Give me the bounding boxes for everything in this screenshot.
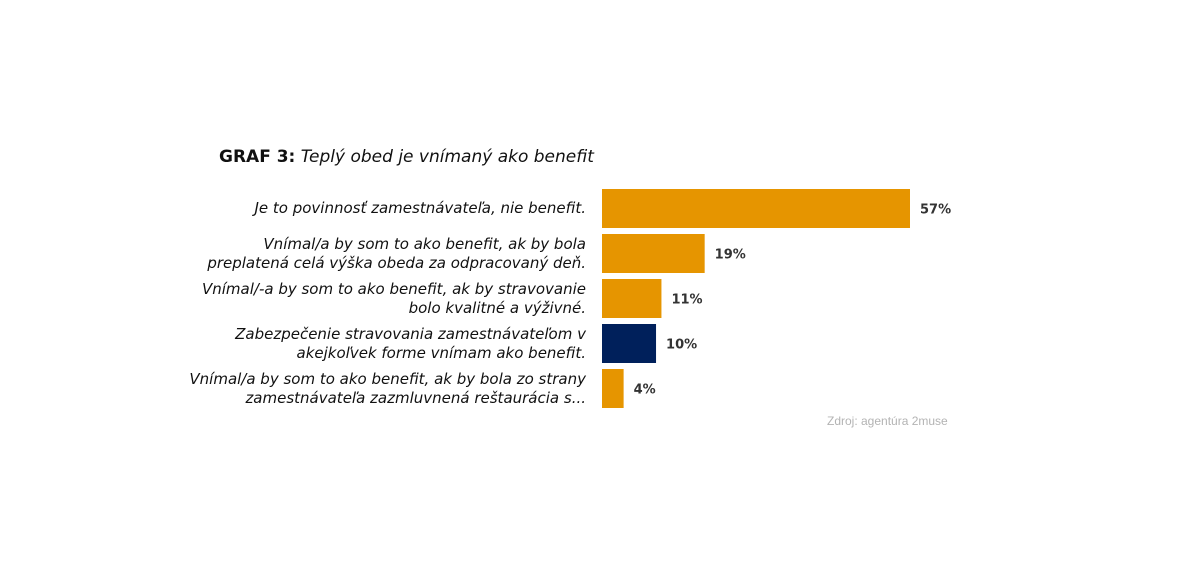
bar-5 xyxy=(602,369,624,408)
chart-title-prefix: GRAF 3: xyxy=(219,147,296,167)
category-label-5-line-1: Vnímal/a by som to ako benefit, ak by bo… xyxy=(189,369,586,388)
category-label-3-line-2: bolo kvalitné a výživné. xyxy=(408,298,586,317)
category-label-2: Vnímal/a by som to ako benefit, ak by bo… xyxy=(186,235,586,273)
category-label-4-line-1: Zabezpečenie stravovania zamestnávateľom… xyxy=(235,324,586,343)
bar-3 xyxy=(602,279,662,318)
category-label-5: Vnímal/a by som to ako benefit, ak by bo… xyxy=(186,370,586,408)
value-label-3: 11% xyxy=(671,293,702,308)
category-label-3-line-1: Vnímal/-a by som to ako benefit, ak by s… xyxy=(201,279,586,298)
bar-4 xyxy=(602,324,657,363)
category-label-2-line-1: Vnímal/a by som to ako benefit, ak by bo… xyxy=(263,234,586,253)
category-label-2-line-2: preplatená celá výška obeda za odpracova… xyxy=(207,253,586,272)
category-label-1-line-1: Je to povinnosť zamestnávateľa, nie bene… xyxy=(254,199,586,217)
value-label-1: 57% xyxy=(920,203,951,218)
category-label-1: Je to povinnosť zamestnávateľa, nie bene… xyxy=(186,199,586,218)
value-label-4: 10% xyxy=(666,338,697,353)
category-label-3: Vnímal/-a by som to ako benefit, ak by s… xyxy=(186,280,586,318)
chart-title: GRAF 3: Teplý obed je vnímaný ako benefi… xyxy=(219,147,594,167)
chart-title-text: Teplý obed je vnímaný ako benefit xyxy=(300,147,594,167)
bar-1 xyxy=(602,189,910,228)
bar-2 xyxy=(602,234,705,273)
category-label-4: Zabezpečenie stravovania zamestnávateľom… xyxy=(186,325,586,363)
source-note: Zdroj: agentúra 2muse xyxy=(827,414,948,428)
value-label-2: 19% xyxy=(715,248,746,263)
category-label-5-line-2: zamestnávateľa zazmluvnená reštaurácia s… xyxy=(245,388,586,407)
category-label-4-line-2: akejkoľvek forme vnímam ako benefit. xyxy=(296,343,586,362)
value-label-5: 4% xyxy=(634,383,656,398)
